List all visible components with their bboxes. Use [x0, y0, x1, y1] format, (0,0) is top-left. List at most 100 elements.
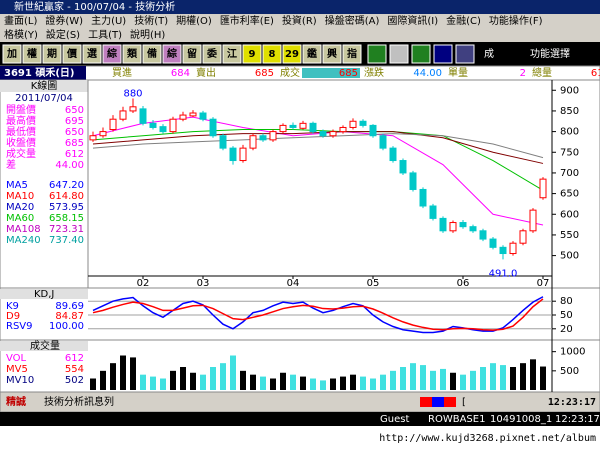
candle-body	[299, 122, 307, 129]
ma-label: MA60	[6, 213, 34, 224]
toolbar-label[interactable]: 8	[269, 49, 276, 60]
toolbar-label[interactable]: 鑑	[307, 47, 317, 60]
toolbar-button[interactable]	[22, 44, 42, 64]
menu-item[interactable]: 證券(W)	[45, 14, 83, 27]
toolbar-label[interactable]: 權	[27, 47, 37, 60]
toolbar-extra[interactable]: 成	[484, 48, 494, 60]
quote-value: 2	[520, 68, 526, 79]
ma-value: 614.80	[49, 191, 84, 202]
toolbar-button[interactable]	[222, 44, 242, 64]
toolbar-button[interactable]	[202, 44, 222, 64]
menu-item[interactable]: 匯市利率(E)	[220, 14, 274, 27]
side-value: 685	[65, 138, 84, 149]
menu-item[interactable]: 工具(T)	[88, 29, 122, 41]
toolbar-button[interactable]	[262, 44, 282, 64]
toolbar-button[interactable]	[82, 44, 102, 64]
toolbar-button[interactable]	[102, 44, 122, 64]
panel-title: 成交量	[30, 339, 60, 352]
toolbar-button[interactable]	[2, 44, 22, 64]
toolbar-label[interactable]: 29	[285, 49, 299, 60]
menu-item[interactable]: 功能操作(F)	[489, 14, 543, 27]
menu-item[interactable]: 投資(R)	[282, 14, 317, 27]
toolbar-label[interactable]: 選	[87, 47, 97, 60]
toolbar-button[interactable]	[282, 44, 302, 64]
toolbar-extra[interactable]: 功能選擇	[530, 47, 570, 60]
quote-label: 總量	[532, 66, 552, 79]
toolbar-icon[interactable]	[455, 44, 475, 64]
low-label: 491.0	[489, 268, 518, 279]
menu-item[interactable]: 國際資訊(I)	[387, 14, 438, 27]
menu-item[interactable]: 金融(C)	[446, 14, 481, 27]
toolbar-button[interactable]	[62, 44, 82, 64]
toolbar-label[interactable]: 備	[147, 47, 157, 60]
toolbar-icon[interactable]	[389, 44, 409, 64]
ma-line	[92, 116, 544, 226]
menu-item[interactable]: 技術(T)	[134, 14, 168, 27]
menu-item[interactable]: 說明(H)	[130, 28, 165, 41]
toolbar-button[interactable]	[162, 44, 182, 64]
candle-body	[489, 238, 497, 248]
toolbar-button[interactable]	[122, 44, 142, 64]
volume-bar	[500, 365, 506, 390]
volume-bar	[420, 365, 426, 390]
candle-body	[239, 147, 247, 162]
volume-bar	[150, 376, 156, 390]
toolbar-button[interactable]	[242, 44, 262, 64]
panel-header	[0, 341, 88, 351]
toolbar-label[interactable]: 綜	[167, 47, 177, 60]
toolbar-label[interactable]: 指	[347, 47, 357, 60]
symbol-box	[0, 66, 86, 80]
toolbar-label[interactable]: 類	[126, 47, 138, 60]
toolbar-label[interactable]: 價	[66, 47, 78, 60]
volume-bar	[200, 374, 206, 390]
side-label: 開盤價	[6, 103, 36, 116]
menu-item[interactable]: 期權(O)	[176, 14, 212, 27]
candle-body	[189, 112, 197, 117]
menu-item[interactable]: 格模(Y)	[4, 28, 38, 41]
toolbar-button[interactable]	[182, 44, 202, 64]
ma-value: 737.40	[49, 235, 84, 246]
toolbar-label[interactable]: 留	[187, 47, 197, 60]
volume-bar	[90, 378, 96, 390]
x-tick-label: 02	[137, 278, 150, 289]
ma-label: MA20	[6, 202, 34, 213]
candle-body	[89, 135, 97, 141]
toolbar-label[interactable]: 委	[206, 47, 218, 60]
candle-body	[289, 124, 297, 128]
toolbar-icon[interactable]	[411, 44, 431, 64]
legend-name: D9	[6, 311, 20, 322]
menu-item[interactable]: 操盤密碼(A)	[325, 14, 380, 27]
side-header	[0, 80, 88, 92]
legend-value: 89.69	[55, 301, 84, 312]
volume-bar	[250, 374, 256, 390]
x-tick-label: 05	[367, 278, 380, 289]
toolbar-icon[interactable]	[433, 44, 453, 64]
toolbar-icon[interactable]	[367, 44, 387, 64]
toolbar-label[interactable]: 興	[327, 47, 337, 60]
volume-bar	[140, 374, 146, 390]
toolbar-label[interactable]: 加	[6, 47, 17, 60]
volume-bar	[310, 378, 316, 390]
toolbar-button[interactable]	[42, 44, 62, 64]
toolbar-button[interactable]	[142, 44, 162, 64]
toolbar-button[interactable]	[302, 44, 322, 64]
toolbar-label[interactable]: 江	[227, 47, 237, 60]
menu-item[interactable]: 畫面(L)	[4, 14, 37, 27]
toolbar-label[interactable]: 綜	[107, 47, 117, 60]
toolbar-label[interactable]: 期	[47, 47, 57, 60]
toolbar-label[interactable]: 9	[249, 49, 256, 60]
ma-value: 647.20	[49, 180, 84, 191]
toolbar-button[interactable]	[342, 44, 362, 64]
legend-value: 612	[65, 353, 84, 364]
y-tick-label: 850	[560, 106, 579, 117]
candle-body	[389, 147, 397, 162]
menu-item[interactable]: 主力(U)	[91, 14, 126, 27]
quote-label: 單量	[448, 67, 468, 79]
title-bar	[0, 0, 600, 14]
candle-body	[319, 131, 327, 137]
status-bracket: [	[462, 397, 466, 408]
side-value: 650	[65, 127, 84, 138]
menu-item[interactable]: 設定(S)	[46, 28, 80, 41]
toolbar-button[interactable]	[322, 44, 342, 64]
strip-text: 10491008_1	[490, 414, 552, 425]
